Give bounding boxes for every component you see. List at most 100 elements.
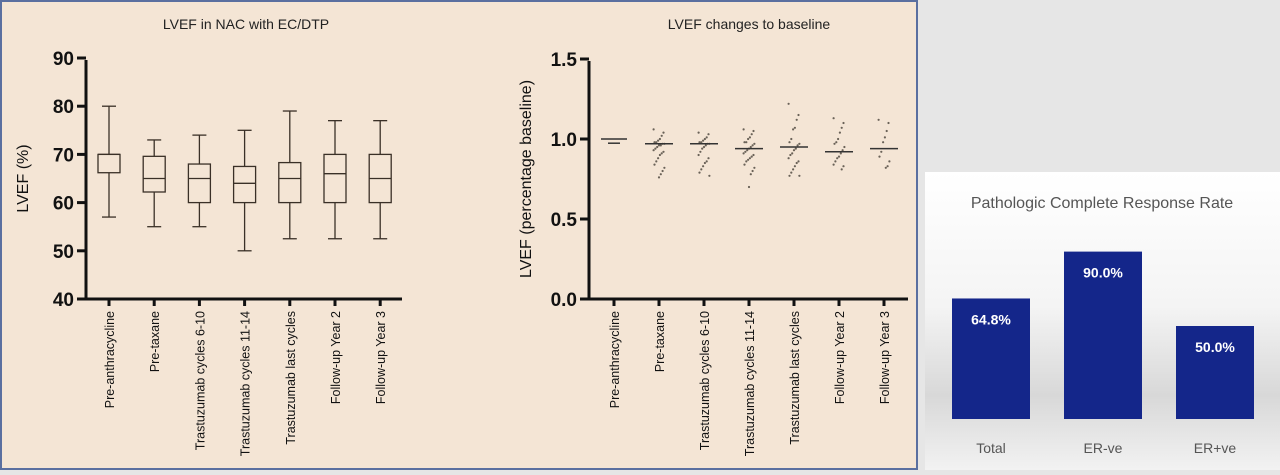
data-point xyxy=(792,168,795,171)
y-tick-label: 40 xyxy=(53,290,74,311)
data-point xyxy=(835,141,838,144)
data-point xyxy=(842,121,845,125)
x-tick-label: Trastuzumab cycles 11-14 xyxy=(239,311,253,456)
lvef-panel: LVEF in NAC with EC/DTP LVEF (%) Pre-anthr… xyxy=(0,0,918,470)
box xyxy=(187,163,212,204)
x-tick-label: Follow-up Year 3 xyxy=(878,311,892,404)
data-point xyxy=(789,153,792,157)
data-point xyxy=(840,168,843,171)
data-point xyxy=(700,168,703,171)
y-tick-label: 1.0 xyxy=(551,130,577,151)
data-point xyxy=(749,145,752,149)
data-point xyxy=(794,147,797,150)
data-point xyxy=(653,141,656,144)
data-point xyxy=(838,131,841,134)
chart-title: LVEF in NAC with EC/DTP xyxy=(163,16,329,32)
data-point xyxy=(795,161,798,165)
x-tick-label: ER+ve xyxy=(1194,440,1237,456)
data-point xyxy=(656,145,659,149)
data-point xyxy=(750,155,753,158)
data-point xyxy=(832,163,835,166)
data-point xyxy=(834,160,837,163)
data-point xyxy=(798,174,801,177)
data-point xyxy=(660,134,663,137)
data-point xyxy=(797,113,800,117)
data-point xyxy=(657,139,660,142)
data-point xyxy=(752,129,755,133)
data-point xyxy=(658,137,661,141)
data-point xyxy=(751,169,754,173)
data-point xyxy=(744,150,747,153)
data-point xyxy=(792,128,795,131)
bar xyxy=(1064,251,1142,419)
box xyxy=(278,161,302,204)
data-point xyxy=(837,137,840,141)
data-point xyxy=(793,126,796,129)
data-point xyxy=(750,133,753,136)
y-axis-label: LVEF (%) xyxy=(15,144,32,212)
bar-value-label: 90.0% xyxy=(1083,265,1123,281)
data-point xyxy=(742,128,745,131)
data-point xyxy=(657,144,661,147)
y-tick-label: 50 xyxy=(53,242,74,263)
chart-title: Pathologic Complete Response Rate xyxy=(971,195,1233,212)
data-point xyxy=(791,152,794,155)
x-tick-label: Follow-up Year 2 xyxy=(329,311,343,404)
data-point xyxy=(742,152,745,155)
data-point xyxy=(708,174,711,177)
data-point xyxy=(657,176,661,179)
data-point xyxy=(749,173,752,176)
data-point xyxy=(747,185,751,189)
x-tick-label: Trastuzumab last cycles xyxy=(284,311,298,445)
y-tick-label: 80 xyxy=(53,97,74,118)
bar-value-label: 50.0% xyxy=(1195,339,1235,355)
data-point xyxy=(745,141,748,144)
x-tick-label: Pre-taxane xyxy=(148,311,162,372)
data-point xyxy=(795,118,798,121)
data-point xyxy=(884,166,887,169)
data-point xyxy=(751,144,754,147)
data-point xyxy=(702,139,705,142)
x-tick-label: Total xyxy=(976,440,1006,456)
data-point xyxy=(843,145,846,149)
x-tick-label: Trastuzumab cycles 6-10 xyxy=(193,311,207,450)
x-tick-label: Pre-taxane xyxy=(653,311,667,372)
data-point xyxy=(700,141,703,144)
data-point xyxy=(697,153,700,157)
data-point xyxy=(652,128,655,131)
chart-title: LVEF changes to baseline xyxy=(668,16,831,32)
data-point xyxy=(792,149,796,152)
y-tick-label: 60 xyxy=(53,194,74,215)
y-tick-label: 0.0 xyxy=(551,290,577,311)
data-point xyxy=(887,121,890,125)
box xyxy=(142,155,166,193)
data-point xyxy=(660,152,663,155)
bar-value-label: 64.8% xyxy=(971,311,1011,327)
data-point xyxy=(753,166,756,169)
data-point xyxy=(787,102,790,105)
data-point xyxy=(655,160,658,163)
data-point xyxy=(885,129,888,133)
y-tick-label: 0.5 xyxy=(551,210,578,231)
data-point xyxy=(707,133,710,136)
box xyxy=(97,153,121,174)
data-point xyxy=(883,136,886,139)
data-point xyxy=(878,155,881,158)
data-point xyxy=(697,131,700,134)
x-tick-label: ER-ve xyxy=(1084,440,1123,456)
data-point xyxy=(745,160,748,163)
x-tick-label: Trastuzumab last cycles xyxy=(788,311,802,445)
y-axis-label: LVEF (percentage baseline) xyxy=(518,80,535,278)
data-point xyxy=(840,126,843,129)
data-point xyxy=(877,118,880,121)
x-tick-label: Follow-up Year 3 xyxy=(374,311,388,404)
data-point xyxy=(787,157,790,160)
data-point xyxy=(654,147,657,150)
data-point xyxy=(790,137,793,141)
box xyxy=(232,165,257,204)
data-point xyxy=(888,160,891,163)
data-point xyxy=(788,174,791,177)
lvef-change-scatter: LVEF changes to baseline LVEF (percentage… xyxy=(518,16,908,456)
pcr-bar-chart: Pathologic Complete Response Rate 64.8% To… xyxy=(952,195,1254,456)
data-point xyxy=(788,141,791,144)
